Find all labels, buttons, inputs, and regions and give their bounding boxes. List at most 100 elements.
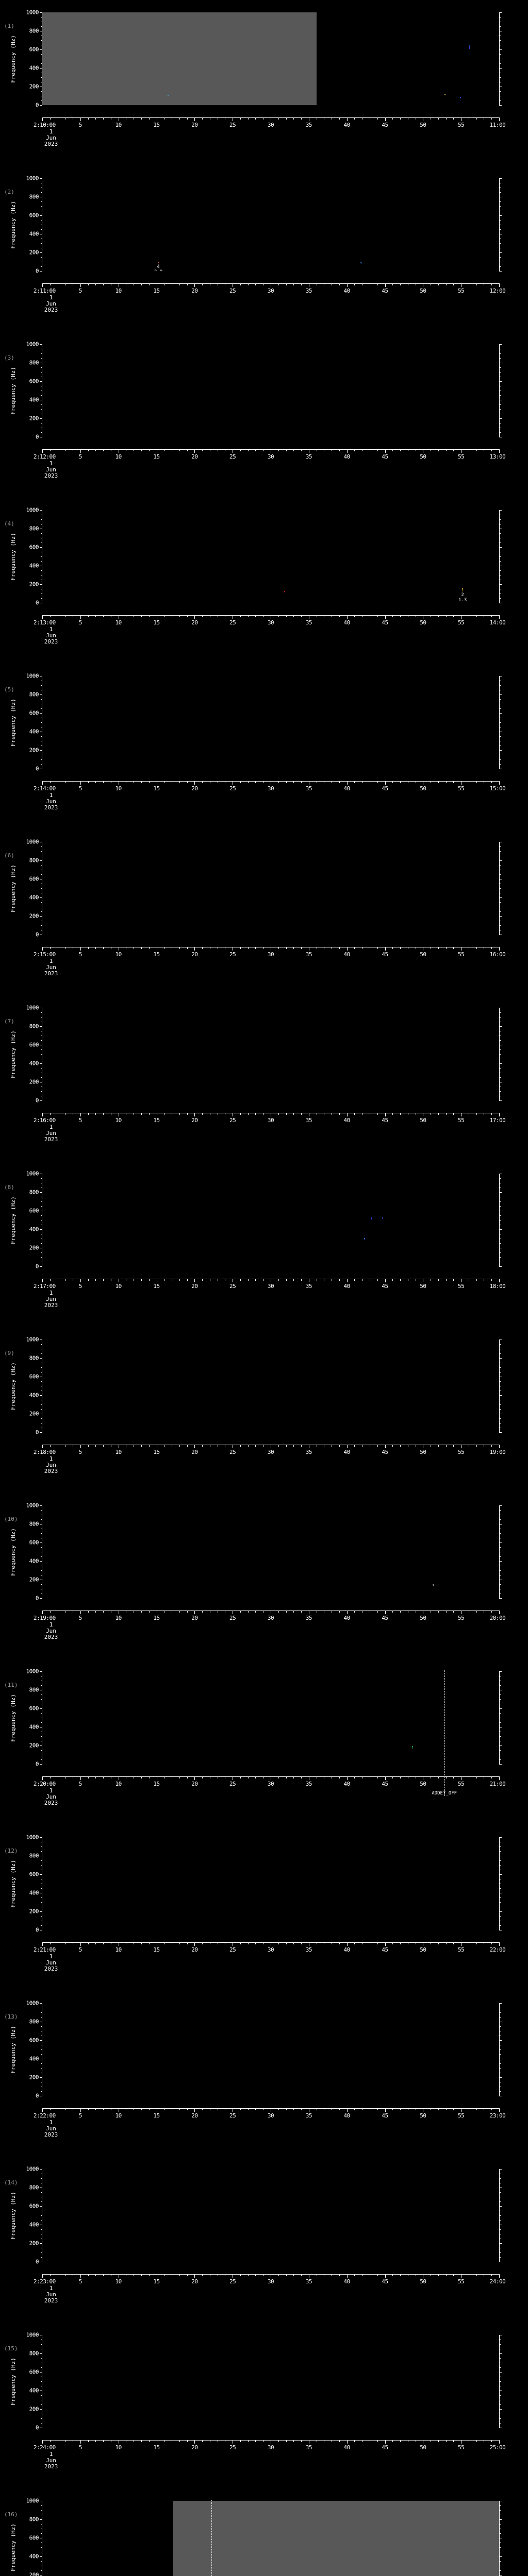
y-axis-title-text: Frequency (Hz) [9,2357,16,2405]
y-axis-label: 1000 [26,175,39,182]
x-axis-tick [95,1113,96,1115]
y-axis-tick [41,2547,42,2548]
x-axis-label-end: 25:00 [489,2444,506,2451]
x-axis-tick [103,2440,104,2442]
detection-cap [370,1217,372,1219]
y-axis-tick-right [499,1533,501,1534]
y-axis-label: 1000 [26,1004,39,1011]
y-axis-tick-right [499,846,501,847]
y-axis-label: 800 [29,525,39,532]
y-axis-tick-right [499,750,502,751]
y-axis-label: 800 [29,1686,39,1693]
x-axis-tick [248,947,249,949]
y-axis-label: 0 [35,1760,39,1768]
y-axis-tick [41,851,42,852]
x-axis-tick [202,1776,203,1778]
y-axis-tick [41,1851,42,1852]
x-axis-label: 55 [458,619,465,626]
x-axis-label-end: 20:00 [489,1615,506,1621]
y-axis-label: 0 [35,2424,39,2431]
y-axis-label: 200 [29,415,39,422]
y-axis-tick-right [499,874,501,875]
y-axis-label: 1000 [26,1170,39,1177]
x-axis-tick [377,283,378,285]
x-axis-tick [255,1611,256,1613]
panel-number: (5) [4,686,14,693]
x-axis-label: 40 [343,785,351,792]
y-axis-tick [41,2201,42,2202]
x-axis-tick [88,1611,89,1613]
date-day: 1 [49,1290,53,1296]
y-axis-tick [41,2367,42,2368]
y-axis-tick [40,1063,42,1064]
x-axis-tick [400,117,401,120]
y-axis-tick-right [499,1206,501,1207]
y-axis-tick-right [499,1012,501,1013]
x-axis-tick [194,1611,195,1614]
x-axis-tick [179,2274,180,2276]
y-axis-tick [41,561,42,562]
x-axis-tick [88,117,89,120]
y-axis-title: Frequency (Hz) [9,1671,16,1764]
y-axis-tick [40,215,42,216]
x-axis-label: 55 [458,1449,465,1455]
x-axis-tick [202,2274,203,2276]
panel-number: (3) [4,354,14,361]
x-axis-tick [392,947,393,949]
x-axis-tick [392,2108,393,2110]
date-month: Jun [46,798,56,805]
x-axis-tick [42,615,43,619]
x-axis-tick [346,1611,348,1614]
plot-area: 0 200 400 600 800 1000 [26,839,502,938]
y-axis-tick-right [499,1713,501,1714]
x-axis-label: 10 [115,2444,122,2451]
x-axis-tick [385,117,386,121]
x-axis-tick [278,1445,279,1447]
y-axis-label: 1000 [26,506,39,514]
panel-number: (10) [4,1516,18,1522]
x-axis-tick [95,2440,96,2442]
y-axis-tick-right [499,1017,501,1018]
x-axis-tick [141,2108,142,2110]
x-axis-tick [438,1113,439,1115]
y-axis-tick [41,1533,42,1534]
y-axis-tick [41,1257,42,1258]
x-axis-label: 55 [458,1615,465,1621]
x-axis [42,1942,500,1946]
x-axis-tick [141,117,142,120]
date-day: 1 [49,2285,53,2292]
x-axis-tick [103,781,104,783]
x-axis [42,449,500,453]
x-axis-label: 10 [115,1781,122,1787]
y-axis-tick-right [499,2404,501,2405]
x-axis-label: 30 [267,2444,274,2451]
x-axis-tick [88,283,89,285]
y-axis-tick-right [499,2192,501,2193]
x-axis-tick [491,1445,492,1447]
y-axis-tick [40,2519,42,2520]
x-axis-tick [453,1279,454,1281]
y-axis-tick-right [499,764,501,765]
y-axis-tick [41,2012,42,2013]
y-axis-label: 600 [29,2534,39,2541]
x-axis-tick [385,1445,386,1448]
y-axis-tick-right [499,561,501,562]
panel-number: (16) [4,2511,18,2518]
date-month: Jun [46,1628,56,1634]
y-axis-tick [41,764,42,765]
date-day: 1 [49,460,53,467]
x-axis-tick [42,1279,43,1282]
y-axis-tick [40,2243,42,2244]
x-axis-tick [278,449,279,451]
x-axis-label: 35 [305,453,312,460]
x-axis-tick [438,1611,439,1613]
y-axis-tick-right [499,1395,502,1396]
y-axis-tick [41,1547,42,1548]
y-axis-label: 400 [29,64,39,72]
y-axis-title-text: Frequency (Hz) [9,366,16,415]
x-axis-label: 30 [267,619,274,626]
x-axis-date: 1 Jun 2023 [33,2285,69,2304]
y-axis-label: 400 [29,1060,39,1067]
x-axis-tick [95,1279,96,1281]
